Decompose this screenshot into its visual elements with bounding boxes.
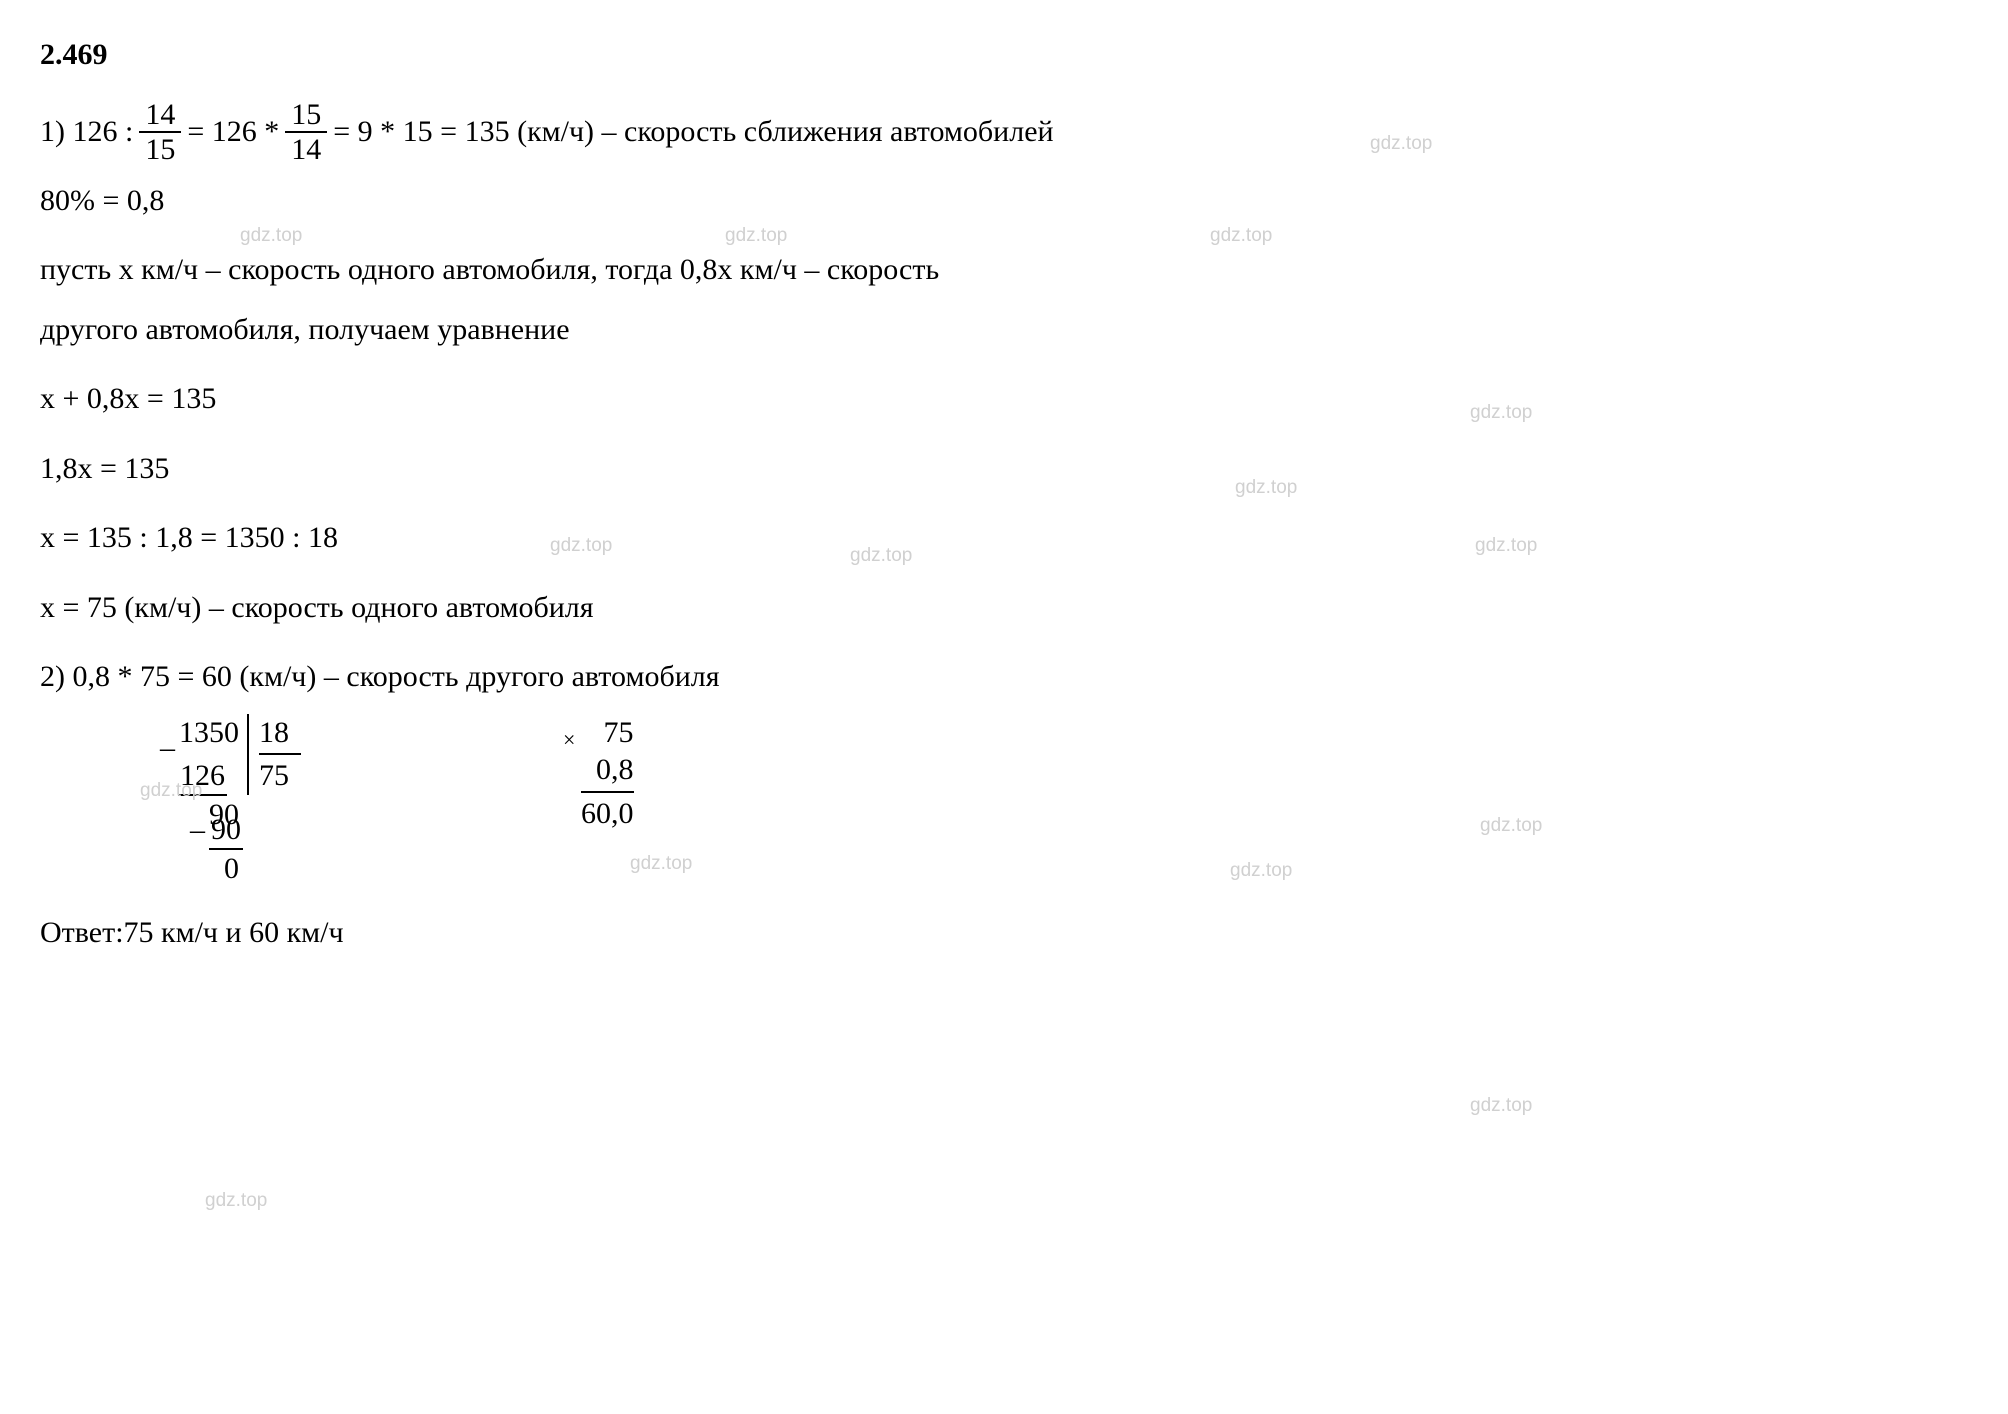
step1-suffix: = 9 * 15 = 135 (км/ч) – скорость сближен… [333,107,1053,157]
percent-line: 80% = 0,8 [40,176,1968,226]
ld-quotient: 75 [259,755,301,795]
ld-divisor: 18 [259,714,301,756]
mult-result: 60,0 [581,793,634,833]
equation-2: 1,8х = 135 [40,444,1968,494]
watermark: gdz.top [205,1185,267,1216]
fraction-14-15: 14 15 [139,98,181,166]
equation-1: х + 0,8х = 135 [40,374,1968,424]
mult-bot: 0,8 [581,751,634,793]
problem-number: 2.469 [40,30,1968,80]
multiplication: × 75 0,8 60,0 [581,714,634,833]
long-division: – 1350 18 75 126 – 90 – 90 0 [160,714,301,888]
fraction-15-14: 15 14 [285,98,327,166]
frac-den: 15 [139,133,181,166]
step-2-line: 2) 0,8 * 75 = 60 (км/ч) – скорость друго… [40,652,1968,702]
minus-sign: – [190,811,205,849]
ld-sub2-row: – 90 [190,811,301,851]
answer-line: Ответ: 75 км/ч и 60 км/ч [40,908,1968,958]
minus-sign: – [160,729,175,767]
equation-4: х = 75 (км/ч) – скорость одного автомоби… [40,583,1968,633]
watermark: gdz.top [1470,1090,1532,1121]
step1-prefix: 1) 126 : [40,107,133,157]
ld-divisor-box: 18 75 [247,714,301,795]
ld-final: 0 [224,850,301,888]
mult-top: 75 [581,714,634,752]
step1-mid: = 126 * [187,107,279,157]
frac-den: 14 [285,133,327,166]
answer-text: 75 км/ч и 60 км/ч [124,908,344,958]
step-1-line: 1) 126 : 14 15 = 126 * 15 14 = 9 * 15 = … [40,98,1968,166]
let-line-1: пусть х км/ч – скорость одного автомобил… [40,245,1968,295]
ld-dividend: 1350 [179,714,247,752]
times-sign: × [563,726,575,754]
let-line-2: другого автомобиля, получаем уравнение [40,305,1968,355]
frac-num: 15 [285,98,327,133]
equation-3: х = 135 : 1,8 = 1350 : 18 [40,513,1968,563]
calculations-container: – 1350 18 75 126 – 90 – 90 0 × 75 0,8 [160,714,1968,888]
frac-num: 14 [139,98,181,133]
ld-sub2: 90 [209,811,243,851]
answer-label: Ответ: [40,908,124,958]
ld-sub1: 126 [178,757,227,797]
